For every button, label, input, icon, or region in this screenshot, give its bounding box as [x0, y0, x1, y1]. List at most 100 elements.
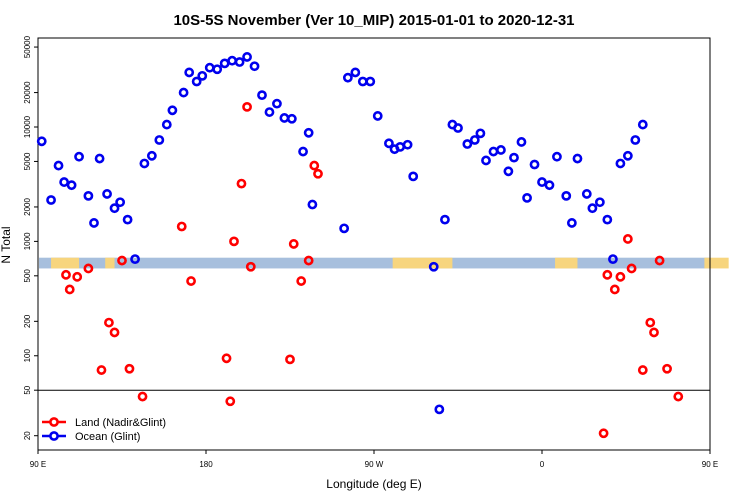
data-point: [339, 223, 350, 234]
data-point: [176, 221, 187, 232]
data-point: [296, 276, 307, 286]
data-point: [227, 55, 238, 66]
data-point: [462, 139, 473, 149]
data-point: [342, 72, 353, 83]
data-point: [191, 76, 202, 87]
y-tick-label: 200: [23, 314, 32, 328]
land-segment: [392, 257, 453, 269]
data-point: [662, 363, 672, 374]
data-point: [384, 138, 394, 149]
y-tick-label: 50000: [23, 35, 32, 58]
data-point: [89, 218, 99, 228]
data-point: [212, 64, 223, 75]
y-tick-label: 5000: [23, 152, 32, 170]
data-point: [428, 261, 439, 272]
data-point: [66, 180, 77, 191]
y-tick-label: 2000: [23, 198, 32, 216]
data-point: [74, 151, 84, 162]
x-axis-label: Longitude (deg E): [326, 477, 421, 491]
data-point: [594, 197, 605, 208]
data-point: [109, 203, 120, 214]
data-point: [178, 87, 189, 98]
data-point: [221, 353, 232, 364]
data-point: [602, 214, 613, 225]
data-point: [303, 255, 314, 266]
data-point: [475, 128, 486, 139]
ocean-band: [39, 257, 709, 269]
data-point: [469, 135, 480, 145]
y-tick-label: 10000: [23, 115, 32, 138]
data-point: [654, 255, 665, 266]
data-point: [622, 234, 633, 244]
data-point: [161, 119, 172, 130]
data-point: [137, 391, 148, 402]
data-point: [408, 171, 419, 182]
data-point: [64, 284, 75, 295]
data-point: [516, 137, 527, 147]
data-point: [453, 123, 463, 133]
data-point: [630, 135, 641, 145]
data-point: [264, 107, 275, 117]
data-point: [481, 155, 491, 166]
data-point: [307, 199, 318, 210]
data-point: [279, 113, 290, 123]
data-point: [522, 192, 532, 203]
x-tick-label: 180: [199, 460, 213, 469]
x-tick-label: 0: [540, 460, 545, 469]
data-point: [615, 158, 626, 169]
data-point: [496, 145, 506, 155]
x-tick-label: 90 E: [702, 460, 718, 469]
y-tick-label: 50: [23, 385, 32, 394]
data-point: [286, 113, 297, 124]
data-point: [615, 271, 626, 282]
y-axis-label: N Total: [0, 226, 13, 263]
data-point: [552, 151, 562, 162]
data-point: [83, 190, 94, 201]
data-point: [102, 189, 112, 199]
data-point: [59, 177, 70, 187]
data-point: [587, 203, 598, 214]
data-point: [139, 158, 150, 169]
data-point: [440, 214, 450, 225]
y-tick-label: 20000: [23, 81, 32, 104]
data-point: [124, 363, 135, 374]
data-point: [242, 52, 252, 62]
data-point: [298, 146, 308, 157]
data-point: [245, 261, 256, 272]
data-point: [104, 317, 114, 328]
legend-label: Land (Nadir&Glint): [75, 417, 166, 429]
data-points: [36, 52, 684, 439]
data-point: [96, 365, 107, 375]
data-point: [637, 119, 648, 130]
data-point: [146, 150, 157, 161]
y-axis: 20 50 100 200 500 1000 2000 5000 10000 20000 50000: [23, 35, 38, 440]
data-point: [288, 239, 299, 249]
y-tick-label: 1000: [23, 232, 32, 250]
y-tick-label: 500: [23, 269, 32, 283]
data-point: [72, 271, 83, 282]
plot-frame: [37, 37, 711, 451]
x-tick-label: 90 W: [365, 460, 384, 469]
data-point: [626, 263, 637, 274]
series-land: [61, 101, 684, 439]
data-point: [303, 127, 314, 138]
data-point: [649, 327, 659, 338]
land-segment: [105, 257, 115, 269]
legend-marker: [49, 417, 59, 427]
data-point: [673, 391, 684, 402]
data-point: [645, 317, 656, 328]
data-point: [186, 276, 196, 286]
data-point: [402, 139, 413, 150]
data-point: [365, 76, 376, 87]
data-point: [561, 190, 572, 201]
data-point: [53, 160, 64, 171]
data-point: [537, 177, 547, 187]
data-point: [350, 67, 361, 78]
data-point: [313, 168, 323, 179]
land-segment: [555, 257, 578, 269]
data-point: [184, 67, 195, 78]
data-point: [154, 135, 165, 145]
data-point: [83, 263, 94, 274]
data-point: [234, 57, 245, 67]
data-point: [225, 396, 236, 407]
